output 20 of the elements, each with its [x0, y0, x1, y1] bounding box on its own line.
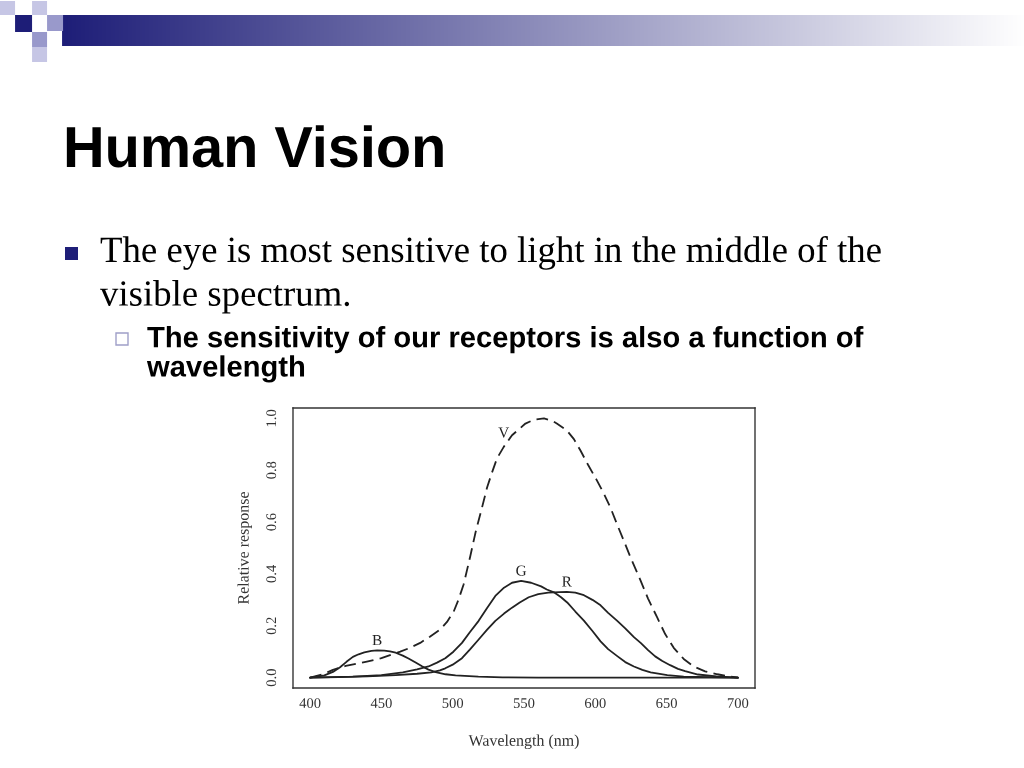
y-tick-label: 0.6 [266, 513, 277, 531]
chart-title: Human Vision [66, 125, 443, 168]
x-axis-title: Wavelength (nm) [468, 734, 579, 750]
x-tick-label: 700 [727, 698, 749, 708]
y-tick-label: 1.0 [266, 409, 277, 427]
x-tick-label: 550 [513, 698, 535, 708]
y-tick-label: 0.8 [266, 461, 277, 479]
x-tick-label: 400 [299, 698, 321, 708]
text: The sensitivity of our receptors is also a function of wavelength [146, 326, 864, 383]
x-tick-label: 600 [584, 698, 606, 708]
y-tick-label: 0.2 [266, 617, 277, 635]
series-label: G [516, 565, 527, 576]
x-tick-label: 650 [656, 698, 677, 708]
chart-subtitle: The eye is most sensitive to light in the middle of the visible spectrum. [100, 236, 881, 314]
y-tick-label: 0.0 [266, 669, 277, 687]
x-tick-label: 450 [370, 698, 392, 708]
y-tick-label: 0.4 [266, 565, 277, 583]
series-label: V [498, 427, 510, 438]
y-axis-title: Relative response [237, 492, 252, 605]
x-tick-label: 500 [442, 698, 464, 708]
